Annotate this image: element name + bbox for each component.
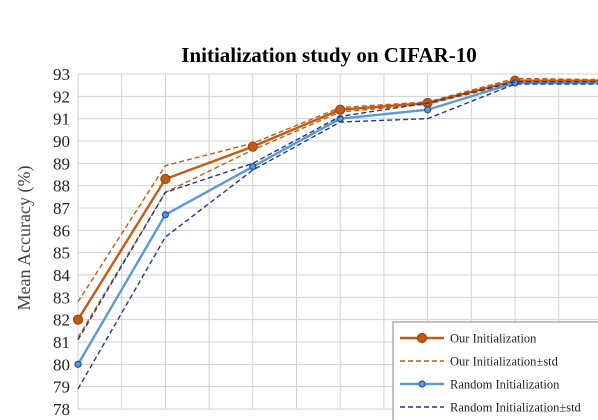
series-group [72,75,598,390]
y-tick-label: 82 [53,311,70,330]
series-line [77,77,598,303]
series-line [77,81,598,341]
y-tick-label: 88 [53,177,70,196]
data-point [161,211,169,219]
y-axis-label: Mean Accuracy (%) [14,166,35,311]
legend-marker [416,332,428,344]
data-point [249,163,257,171]
y-tick-label: 79 [53,378,70,397]
data-point [74,360,82,368]
y-tick-label: 87 [53,199,71,218]
y-tick-label: 89 [53,154,70,173]
legend-marker [418,380,426,388]
y-tick-label: 84 [53,266,71,285]
y-tick-label: 83 [53,288,70,307]
y-tick-label: 85 [53,244,70,263]
y-tick-label: 90 [53,132,70,151]
y-tick-label: 93 [53,65,70,84]
y-tick-label: 91 [53,110,70,129]
data-point [424,106,432,114]
data-point [335,104,346,115]
y-tick-label: 81 [53,333,70,352]
legend-label: Our Initialization±std [450,355,559,369]
chart-title: Initialization study on CIFAR-10 [181,43,476,67]
series-line [77,83,598,390]
legend-label: Our Initialization [450,332,537,346]
y-tick-labels: 78 79 80 81 82 83 84 85 86 87 88 89 90 91 92 93 [53,65,71,419]
data-point [72,314,84,325]
legend: Our Initialization Our Initialization±std… [392,321,598,420]
y-tick-label: 80 [53,355,70,374]
y-tick-label: 92 [53,87,70,106]
y-tick-label: 86 [53,221,70,240]
data-point [160,173,171,185]
legend-label: Random Initialization [450,378,560,392]
y-tick-label: 78 [53,400,70,419]
legend-label: Random Initialization±std [450,401,582,415]
